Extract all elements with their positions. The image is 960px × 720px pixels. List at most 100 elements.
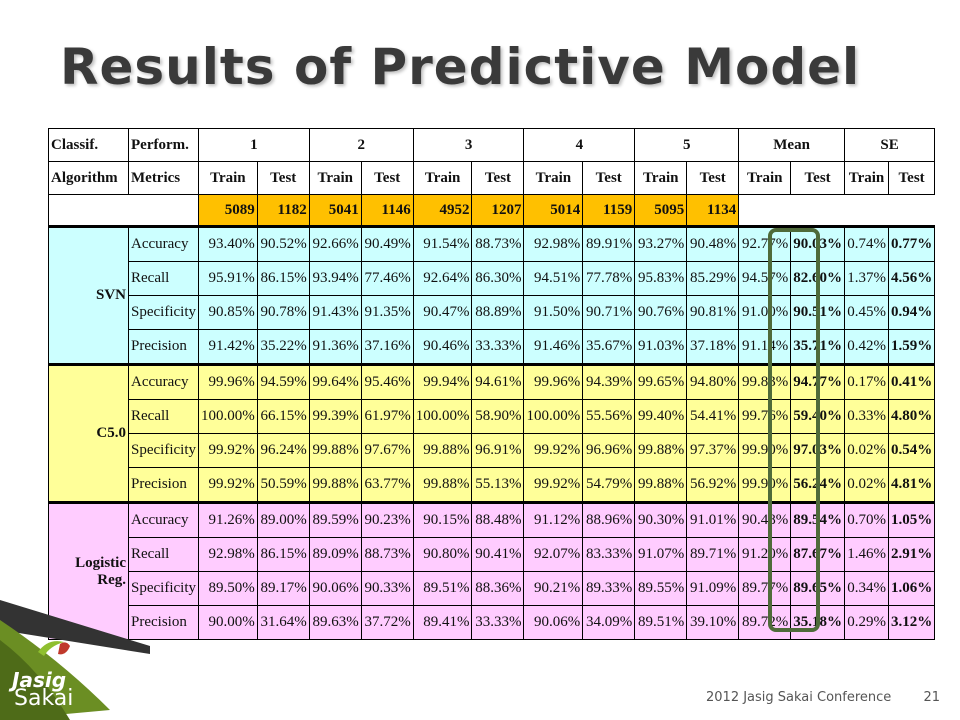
value-cell: 3.12% [887,605,936,640]
logo-text-sakai: Sakai [14,686,74,711]
fold-header: SE [843,128,936,162]
value-cell: 91.46% [523,329,584,365]
conference-name: 2012 Jasig Sakai Conference [706,690,892,705]
value-cell: 99.88% [634,433,688,468]
value-cell: 35.71% [790,329,845,365]
value-cell: 99.92% [197,467,258,503]
value-cell: 97.03% [790,433,845,468]
subheader-cell: Test [256,161,310,195]
value-cell: 89.63% [308,605,362,640]
value-cell: 99.40% [634,399,688,434]
value-cell: 90.00% [197,605,258,640]
value-cell: 86.30% [471,261,525,296]
value-cell: 90.06% [523,605,584,640]
value-cell: 0.33% [843,399,889,434]
value-cell: 61.97% [360,399,414,434]
jasig-sakai-logo [0,600,150,720]
value-cell: 92.07% [523,537,584,572]
value-cell: 91.26% [197,501,258,538]
value-cell: 90.51% [790,295,845,330]
value-cell: 89.77% [738,571,792,606]
value-cell: 37.16% [360,329,414,365]
value-cell: 91.54% [412,225,473,262]
value-cell: 91.01% [686,501,740,538]
value-cell: 35.67% [582,329,636,365]
table-row: Specificity 89.50% 89.17% 90.06% 90.33% 89.51… [49,571,936,606]
value-cell: 85.29% [686,261,740,296]
value-cell: 2.91% [887,537,936,572]
value-cell: 1.06% [887,571,936,606]
value-cell: 95.83% [634,261,688,296]
value-cell: 89.55% [634,571,688,606]
value-cell: 95.46% [360,363,414,400]
value-cell: 83.33% [582,537,636,572]
value-cell: 99.39% [308,399,362,434]
value-cell: 37.72% [360,605,414,640]
value-cell: 90.71% [582,295,636,330]
results-table: Classif. Perform. 1 2 3 4 5 Mean SE Algorithm Metr… [48,128,936,640]
value-cell: 100.00% [197,399,258,434]
value-cell: 99.96% [523,363,584,400]
value-cell: 90.48% [738,501,792,538]
sample-size-cell: 1159 [582,194,636,227]
value-cell: 86.15% [256,537,310,572]
value-cell: 94.77% [790,363,845,400]
value-cell: 99.88% [308,433,362,468]
value-cell: 90.48% [686,225,740,262]
subheader-cell: Test [686,161,740,195]
value-cell: 99.92% [523,433,584,468]
value-cell: 90.52% [256,225,310,262]
value-cell: 1.05% [887,501,936,538]
value-cell: 89.33% [582,571,636,606]
value-cell: 99.92% [197,433,258,468]
value-cell: 94.59% [256,363,310,400]
slide-title: Results of Predictive Model [60,38,861,96]
header-label: Classif. [48,128,129,162]
table-row: Specificity 90.85% 90.78% 91.43% 91.35% 90.47… [49,295,936,330]
value-cell: 0.41% [887,363,936,400]
value-cell: 97.37% [686,433,740,468]
value-cell: 94.61% [471,363,525,400]
table-row: Recall 92.98% 86.15% 89.09% 88.73% 90.80% 90.4… [49,537,936,572]
metric-label: Precision [128,467,199,503]
value-cell: 88.73% [471,225,525,262]
value-cell: 92.64% [412,261,473,296]
value-cell: 99.88% [412,433,473,468]
value-cell: 0.02% [843,467,889,503]
value-cell: 90.47% [412,295,473,330]
table-row: Precision 90.00% 31.64% 89.63% 37.72% 89.41% 3… [49,605,936,640]
value-cell: 99.90% [738,467,792,503]
subheader-cell: Train [412,161,473,195]
value-cell: 90.80% [412,537,473,572]
sample-size-cell: 1134 [686,194,740,227]
value-cell: 94.51% [523,261,584,296]
value-cell: 82.60% [790,261,845,296]
value-cell: 99.90% [738,433,792,468]
value-cell: 92.66% [308,225,362,262]
metric-label: Recall [128,537,199,572]
value-cell: 94.80% [686,363,740,400]
value-cell: 89.65% [790,571,845,606]
value-cell: 99.64% [308,363,362,400]
subheader-cell: Train [523,161,584,195]
subheader-cell: Train [634,161,688,195]
value-cell: 58.90% [471,399,525,434]
value-cell: 99.96% [197,363,258,400]
value-cell: 96.91% [471,433,525,468]
value-cell: 90.76% [634,295,688,330]
value-cell: 90.30% [634,501,688,538]
table-row: SVN Accuracy 93.40% 90.52% 92.66% 90.49% 91.54… [48,225,936,365]
sample-size-row: 5089 1182 5041 1146 4952 1207 5014 1159 5095 1134 [48,194,935,227]
value-cell: 4.80% [887,399,936,434]
metric-label: Precision [128,605,199,640]
value-cell: 90.06% [308,571,362,606]
value-cell: 89.00% [256,501,310,538]
value-cell: 89.54% [790,501,845,538]
fold-header: 2 [308,128,414,162]
value-cell: 99.76% [738,399,792,434]
value-cell: 100.00% [412,399,473,434]
value-cell: 37.18% [686,329,740,365]
value-cell: 0.34% [843,571,889,606]
value-cell: 35.22% [256,329,310,365]
subheader-cell: Train [843,161,889,195]
